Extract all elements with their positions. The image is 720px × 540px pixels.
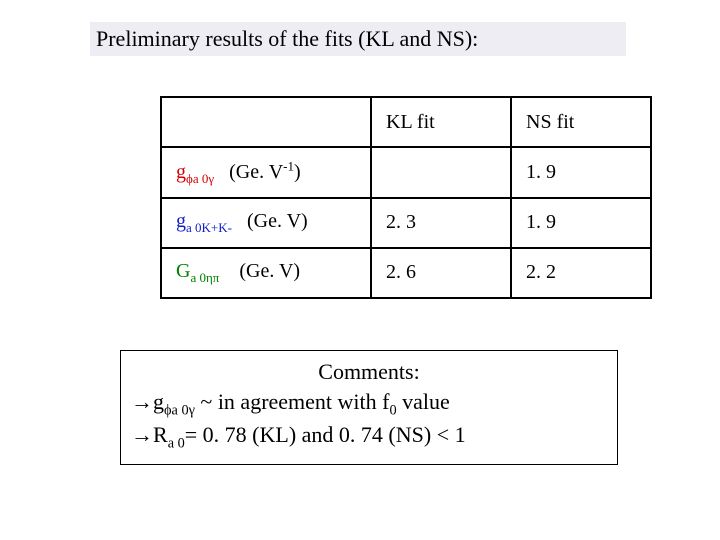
comments-box: Comments: →gϕa 0γ ~ in agreement with f0… bbox=[120, 350, 618, 465]
ns-cell: 1. 9 bbox=[511, 147, 651, 198]
ns-cell: 1. 9 bbox=[511, 198, 651, 248]
slide-title-text: Preliminary results of the fits (KL and … bbox=[96, 26, 478, 52]
kl-cell bbox=[371, 147, 511, 198]
arrow-icon: → bbox=[131, 389, 153, 414]
results-table: KL fit NS fit gϕa 0γ (Ge. V-1) 1. 9 ga 0… bbox=[160, 96, 652, 299]
table-row: gϕa 0γ (Ge. V-1) 1. 9 bbox=[161, 147, 651, 198]
param-symbol: gϕa 0γ bbox=[176, 161, 219, 183]
kl-cell: 2. 3 bbox=[371, 198, 511, 248]
kl-cell: 2. 6 bbox=[371, 248, 511, 298]
param-cell-G-a0-eta-pi: Ga 0ηπ (Ge. V) bbox=[161, 248, 371, 298]
param-cell-g-a0-kk: ga 0K+K- (Ge. V) bbox=[161, 198, 371, 248]
header-kl: KL fit bbox=[371, 97, 511, 147]
table-row: Ga 0ηπ (Ge. V) 2. 6 2. 2 bbox=[161, 248, 651, 298]
ns-cell: 2. 2 bbox=[511, 248, 651, 298]
param-cell-g-phi-a0-gamma: gϕa 0γ (Ge. V-1) bbox=[161, 147, 371, 198]
comment-line-2: →Ra 0= 0. 78 (KL) and 0. 74 (NS) < 1 bbox=[131, 420, 607, 454]
param-unit: (Ge. V) bbox=[247, 210, 308, 232]
header-param bbox=[161, 97, 371, 147]
table-row: ga 0K+K- (Ge. V) 2. 3 1. 9 bbox=[161, 198, 651, 248]
param-symbol: Ga 0ηπ bbox=[176, 260, 224, 282]
header-ns: NS fit bbox=[511, 97, 651, 147]
comment-line-1: →gϕa 0γ ~ in agreement with f0 value bbox=[131, 387, 607, 421]
param-unit: (Ge. V) bbox=[239, 260, 300, 282]
slide-title: Preliminary results of the fits (KL and … bbox=[90, 22, 626, 56]
comments-heading: Comments: bbox=[131, 357, 607, 387]
param-symbol: ga 0K+K- bbox=[176, 210, 237, 232]
table-header-row: KL fit NS fit bbox=[161, 97, 651, 147]
arrow-icon: → bbox=[131, 422, 153, 447]
param-unit: (Ge. V-1) bbox=[229, 161, 301, 183]
